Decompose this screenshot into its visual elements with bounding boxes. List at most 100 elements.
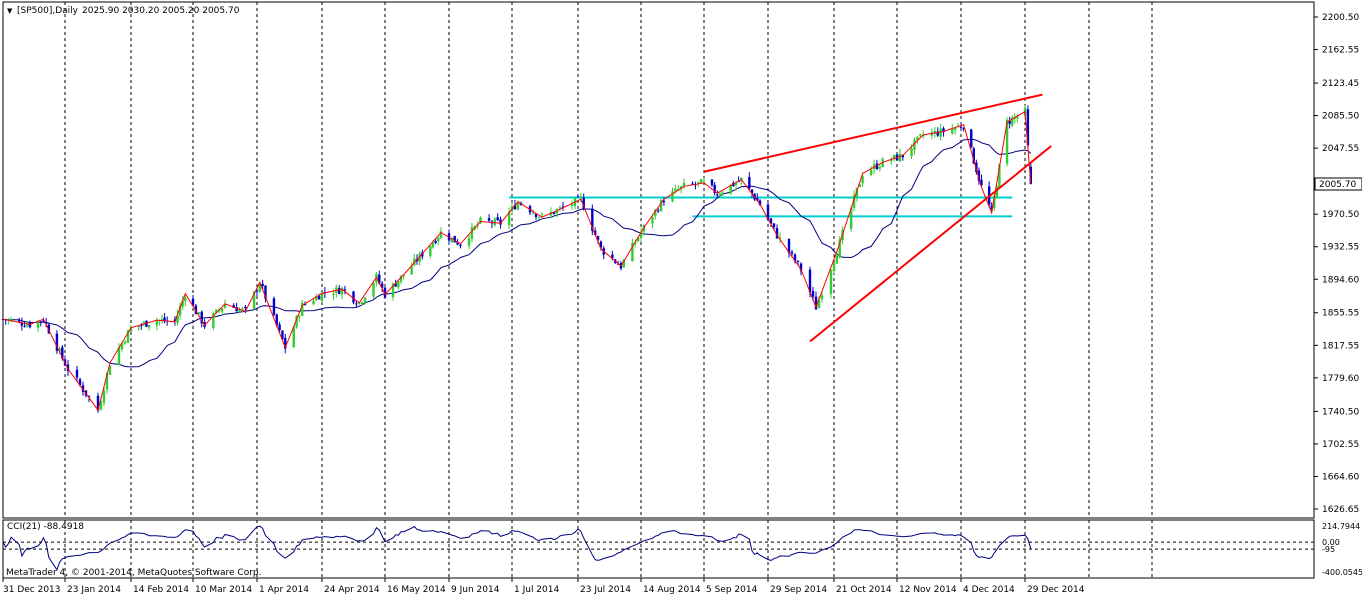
candle-body [66,364,70,371]
time-label: 12 Nov 2014 [899,585,957,595]
candle-body [142,322,146,325]
candle-body [636,237,640,242]
candle-body [137,325,140,328]
candle-body [39,321,42,323]
price-label: 1817.55 [1322,341,1359,351]
candle-body [421,252,424,257]
candle-body [1011,117,1014,126]
price-label: 2047.55 [1322,144,1359,154]
candle-body [75,369,79,378]
candle-body [933,130,937,134]
candle-body [832,263,836,272]
candle-body [102,390,106,403]
time-label: 29 Dec 2014 [1027,585,1085,595]
candle-body [402,275,405,277]
candle-body [919,134,922,136]
candle-body [343,289,347,291]
candle-body [301,302,304,316]
candle-body [163,317,166,322]
candle-body [892,154,896,160]
candle-body [570,204,574,206]
price-label: 2200.50 [1322,13,1359,23]
lower-trendline[interactable] [809,145,1052,343]
candle-body [852,195,856,209]
candle-body [108,365,112,375]
candle-body [78,379,82,385]
candle-body [26,324,29,327]
candle-body [975,162,978,172]
candle-body [591,208,594,231]
candle-body [194,305,198,315]
candle-body [835,255,839,264]
candle-body [399,275,403,282]
candle-body [930,132,934,136]
candle-body [881,158,884,168]
moving-average [2,138,1032,368]
dropdown-triangle-icon[interactable]: ▼ [7,7,13,15]
time-label: 29 Sep 2014 [770,585,827,595]
candle-body [936,131,939,136]
candle-body [811,290,815,297]
price-label: 2162.55 [1322,46,1359,56]
candle-body [44,321,48,324]
candle-body [123,341,127,344]
candle-body [799,263,803,271]
time-label: 23 Jul 2014 [580,585,631,595]
candle-body [397,281,400,288]
candle-body [808,269,812,293]
candle-body [434,241,437,243]
price-label: 2123.45 [1322,79,1359,89]
candle-body [317,296,321,300]
candle-body [303,303,307,305]
candle-body [513,205,517,210]
time-label: 24 Apr 2014 [324,585,380,595]
trendlines[interactable] [703,93,1052,343]
candle-body [258,284,262,292]
candle-body [995,186,999,198]
candle-body [1008,120,1011,124]
candle-body [579,196,583,198]
candle-body [890,160,893,162]
candle-body [456,242,459,245]
candle-body [953,127,957,131]
candle-body [734,182,738,186]
price-label: 1702.55 [1322,440,1359,450]
time-label: 14 Aug 2014 [643,585,701,595]
candle-body [439,231,443,239]
candle-body [611,254,614,259]
candle-body [223,304,227,309]
candle-body [796,260,800,262]
candle-body [20,322,24,326]
candle-body [817,299,821,309]
time-label: 1 Jul 2014 [514,585,559,595]
candle-body [352,291,355,303]
candle-body [729,184,732,194]
candle-body [582,197,585,210]
upper-trendline[interactable] [703,93,1043,173]
candle-body [552,212,556,214]
candlestick-series [1,105,1033,413]
candle-body [838,239,841,258]
candle-body [493,218,497,226]
candle-body [861,176,864,184]
candle-body [28,322,32,328]
candle-body [820,295,824,300]
candle-body [721,192,724,195]
candle-body [61,347,64,359]
candle-body [467,238,471,246]
candle-body [634,242,637,245]
current-price-label: 2005.70 [1319,180,1356,190]
candle-body [244,306,247,309]
price-label: 2085.50 [1322,112,1359,122]
candle-body [977,170,981,181]
time-label: 31 Dec 2013 [3,585,61,595]
candle-body [555,209,559,214]
candle-body [662,200,666,203]
candle-body [718,193,722,195]
candle-body [737,181,740,183]
candle-body [42,320,45,322]
cci-indicator [2,525,1032,571]
candle-body [9,319,13,321]
time-label: 4 Dec 2014 [963,585,1015,595]
